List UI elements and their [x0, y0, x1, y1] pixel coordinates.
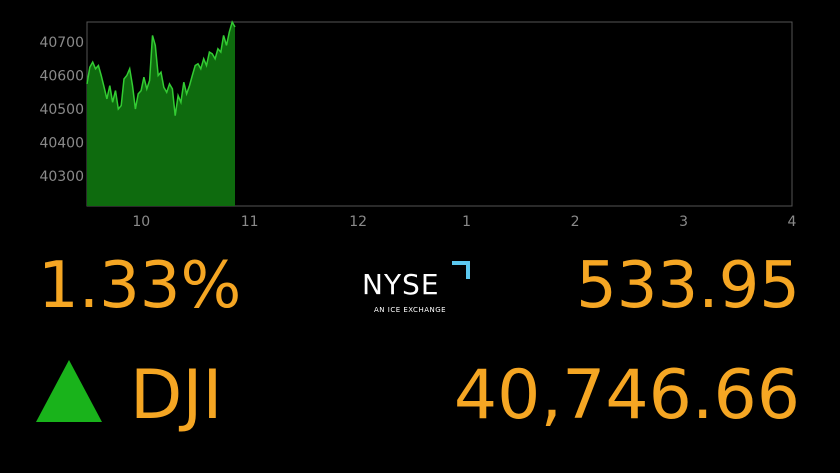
x-tick-label: 3 [679, 214, 688, 230]
logo-subtitle: AN ICE EXCHANGE [374, 306, 447, 314]
y-tick-label: 40700 [39, 35, 84, 51]
y-tick-label: 40400 [39, 135, 84, 151]
x-tick-label: 12 [349, 214, 367, 230]
y-tick-label: 40600 [39, 69, 84, 85]
area-fill [87, 22, 235, 206]
logo-name: NYSE [362, 268, 440, 301]
x-tick-label: 4 [788, 214, 797, 230]
y-tick-label: 40500 [39, 102, 84, 118]
change-percent: 1.33% [38, 249, 242, 323]
x-tick-label: 2 [571, 214, 580, 230]
x-tick-label: 11 [241, 214, 259, 230]
index-value: 40,746.66 [453, 356, 800, 435]
x-tick-label: 10 [132, 214, 150, 230]
y-tick-label: 40300 [39, 169, 84, 185]
up-arrow-icon [36, 360, 102, 422]
ticker-symbol: DJI [130, 356, 223, 435]
series-line [86, 20, 236, 116]
intraday-chart: 40700 40600 40500 40400 40300 10 11 12 1 2 3 4 [39, 20, 797, 230]
change-points: 533.95 [576, 249, 800, 323]
x-tick-label: 1 [462, 214, 471, 230]
nyse-logo: NYSE AN ICE EXCHANGE [362, 258, 482, 318]
corner-mark-icon [452, 261, 470, 279]
